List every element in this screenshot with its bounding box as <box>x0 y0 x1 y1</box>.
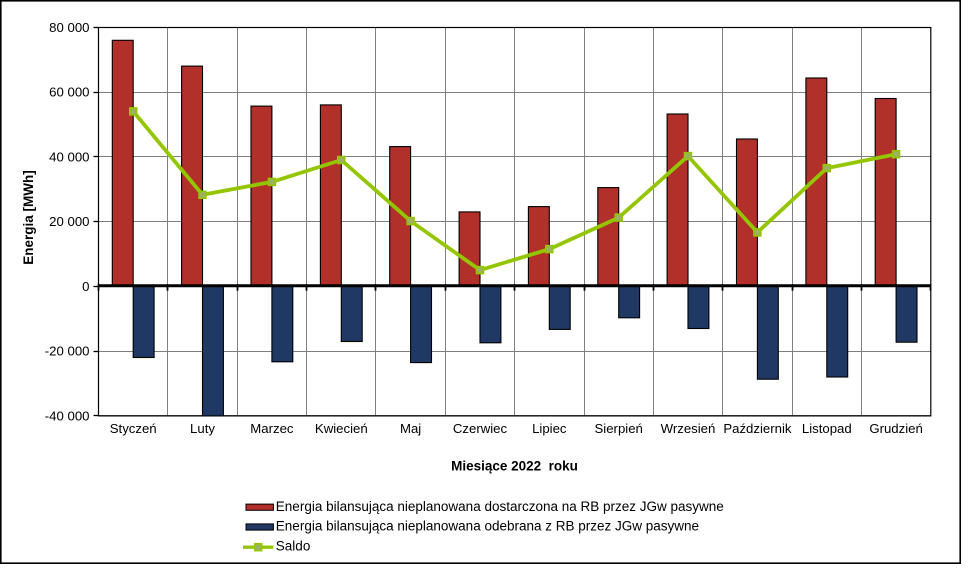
svg-text:Grudzień: Grudzień <box>869 421 923 436</box>
svg-text:Energia bilansująca nieplanowa: Energia bilansująca nieplanowana dostarc… <box>276 499 724 514</box>
svg-text:0: 0 <box>82 279 89 294</box>
svg-text:Kwiecień: Kwiecień <box>315 421 368 436</box>
svg-text:Lipiec: Lipiec <box>532 421 567 436</box>
svg-text:-20 000: -20 000 <box>45 344 90 359</box>
svg-text:Styczeń: Styczeń <box>110 421 157 436</box>
svg-text:Marzec: Marzec <box>250 421 294 436</box>
svg-text:Październik: Październik <box>723 421 792 436</box>
svg-text:Luty: Luty <box>190 421 215 436</box>
svg-text:Saldo: Saldo <box>276 539 311 554</box>
svg-text:Maj: Maj <box>400 421 421 436</box>
svg-text:20 000: 20 000 <box>49 214 89 229</box>
svg-text:Energia bilansująca nieplanowa: Energia bilansująca nieplanowana odebran… <box>276 519 699 534</box>
svg-text:Sierpień: Sierpień <box>595 421 643 436</box>
svg-text:Energia [MWh]: Energia [MWh] <box>21 170 36 265</box>
svg-text:60 000: 60 000 <box>49 85 89 100</box>
svg-text:-40 000: -40 000 <box>45 409 90 424</box>
svg-text:40 000: 40 000 <box>49 149 89 164</box>
svg-text:Wrzesień: Wrzesień <box>661 421 716 436</box>
svg-text:Miesiące 2022 roku: Miesiące 2022 roku <box>451 458 578 473</box>
svg-text:80 000: 80 000 <box>49 20 89 35</box>
svg-text:Czerwiec: Czerwiec <box>453 421 508 436</box>
svg-text:Listopad: Listopad <box>802 421 852 436</box>
